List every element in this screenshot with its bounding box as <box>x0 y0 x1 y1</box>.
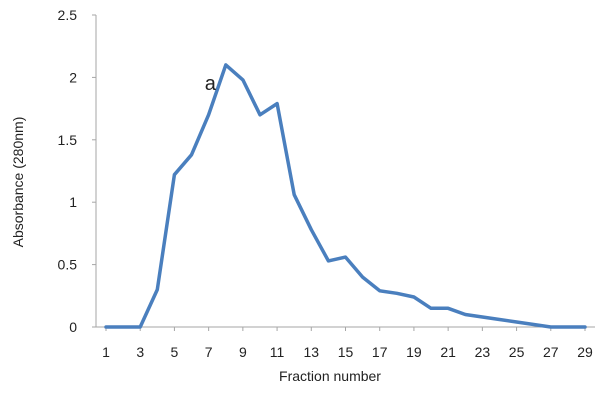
x-tick-label: 3 <box>136 344 144 360</box>
x-tick-label: 27 <box>543 344 559 360</box>
data-point <box>379 290 380 291</box>
data-point <box>311 229 312 230</box>
axes <box>92 14 595 331</box>
data-point <box>567 327 568 328</box>
data-point <box>345 257 346 258</box>
x-tick-label: 5 <box>171 344 179 360</box>
data-point <box>448 308 449 309</box>
data-point <box>482 317 483 318</box>
data-point <box>413 297 414 298</box>
y-tick-label: 2.5 <box>58 7 78 23</box>
data-point <box>208 114 209 115</box>
tick-labels: 00.511.522.51 3 5 7 9 11 13 15 17 19 21 23 25 27 29 <box>58 7 593 360</box>
y-tick-label: 1.5 <box>58 132 78 148</box>
data-point <box>277 103 278 104</box>
x-tick-label: 19 <box>406 344 422 360</box>
x-tick-label: 7 <box>205 344 213 360</box>
x-tick-label: 29 <box>577 344 593 360</box>
data-point <box>259 114 260 115</box>
data-point <box>362 277 363 278</box>
data-point <box>225 64 226 65</box>
x-tick-label: 11 <box>270 344 285 360</box>
data-point <box>123 327 124 328</box>
x-tick-label: 17 <box>372 344 388 360</box>
y-tick-label: 0 <box>69 319 77 335</box>
data-point <box>106 327 107 328</box>
data-point <box>294 194 295 195</box>
x-tick-label: 1 <box>102 344 110 360</box>
data-point <box>140 327 141 328</box>
y-axis-title: Absorbance (280nm) <box>10 117 26 248</box>
y-tick-label: 2 <box>69 69 77 85</box>
annotation-label: a <box>205 73 217 95</box>
data-point <box>533 324 534 325</box>
data-point <box>499 319 500 320</box>
x-tick-label: 9 <box>239 344 247 360</box>
data-point <box>242 79 243 80</box>
data-point <box>516 322 517 323</box>
annotations: a <box>205 73 217 95</box>
data-point <box>396 293 397 294</box>
data-point <box>550 327 551 328</box>
x-tick-label: 23 <box>475 344 491 360</box>
data-point <box>174 174 175 175</box>
x-tick-label: 15 <box>338 344 354 360</box>
data-point <box>585 327 586 328</box>
x-tick-label: 21 <box>440 344 456 360</box>
data-point <box>157 289 158 290</box>
series-line <box>104 63 587 329</box>
x-tick-label: 25 <box>509 344 525 360</box>
series-layer <box>104 63 587 329</box>
data-point <box>191 154 192 155</box>
y-tick-label: 1 <box>69 194 77 210</box>
x-tick-label: 13 <box>303 344 319 360</box>
data-point <box>431 308 432 309</box>
data-point <box>328 260 329 261</box>
y-tick-label: 0.5 <box>58 257 78 273</box>
x-axis-title: Fraction number <box>279 368 381 384</box>
data-point <box>465 314 466 315</box>
